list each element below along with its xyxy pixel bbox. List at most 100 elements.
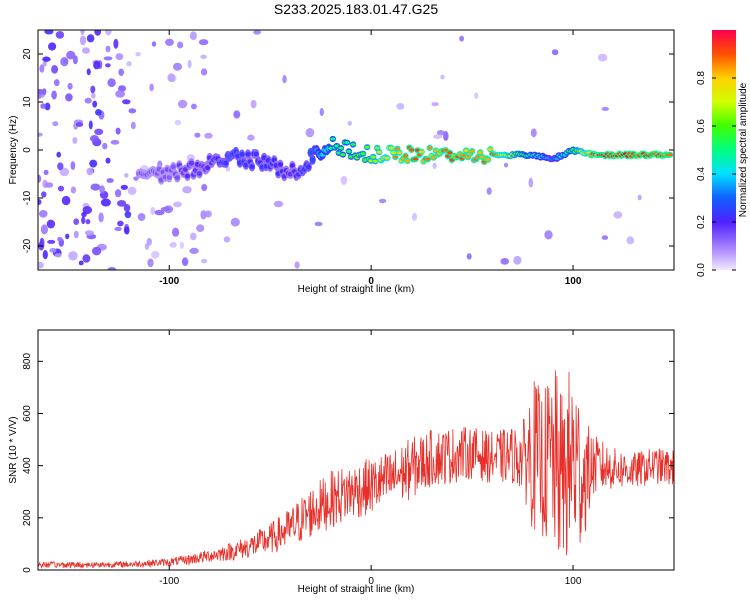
spectrogram-noise-cell xyxy=(110,139,120,145)
spectrogram-noise-cell xyxy=(223,236,231,243)
spectrogram-noise-cell xyxy=(73,218,80,225)
colorbar-label: Normalized spectral amplitude xyxy=(738,82,749,217)
spectrogram-ridge-core xyxy=(396,151,402,155)
spectrogram-ridge-core xyxy=(419,150,425,154)
colorbar: 0.0 0.2 0.4 0.6 0.8 Normalized spectral ampl… xyxy=(696,30,749,277)
spectrogram-ridge-core xyxy=(374,146,380,150)
spectrogram-noise-cell xyxy=(105,63,111,68)
spectrogram-noise-cell xyxy=(436,130,445,136)
spectrogram-noise-cell xyxy=(42,250,48,260)
spectrogram-noise-cell xyxy=(190,103,197,110)
spectrogram-noise-cell xyxy=(95,109,102,116)
spectrogram-noise-cell xyxy=(123,204,131,212)
spectrogram-ridge-core xyxy=(253,151,259,157)
spectrogram-noise-cell xyxy=(626,236,635,245)
spectrogram-noise-cell xyxy=(319,107,324,117)
spectrogram-noise-cell xyxy=(122,99,131,105)
spectrogram-noise-cell xyxy=(201,258,208,264)
spectrogram-ridge-core xyxy=(443,148,449,152)
spectrogram-noise-cell xyxy=(92,246,102,256)
snr-x-tick-label: 0 xyxy=(368,576,374,587)
spectrogram-ridge-core xyxy=(196,171,203,177)
snr-y-tick-label: 200 xyxy=(22,509,33,526)
spectrogram-noise-cell xyxy=(65,93,73,102)
colorbar-tick-label: 0.8 xyxy=(696,71,707,85)
spectrogram-ridge-core xyxy=(370,155,376,159)
spectrogram-noise-cell xyxy=(61,195,71,206)
spectrogram-noise-cell xyxy=(601,235,609,240)
spectrogram-noise-cell xyxy=(160,206,170,212)
spectrogram-noise-cell xyxy=(54,253,62,258)
spectrogram-noise-cell xyxy=(72,137,78,144)
spectrogram-noise-cell xyxy=(49,248,57,253)
spectrogram-ridge-core xyxy=(205,165,211,171)
spectrogram-noise-cell xyxy=(253,30,261,35)
spectrogram-noise-cell xyxy=(86,167,94,176)
spectrogram-noise-cell xyxy=(94,30,102,36)
spectrogram-noise-cell xyxy=(194,132,201,138)
spectrogram-noise-cell xyxy=(57,236,63,242)
spectrogram-noise-cell xyxy=(75,122,84,127)
spectrogram-noise-cell xyxy=(613,211,623,219)
spectrogram-noise-cell xyxy=(100,198,111,207)
spectrogram-y-tick-label: 0 xyxy=(22,147,33,153)
spectrogram-noise-cell xyxy=(127,186,137,196)
colorbar-tick-label: 0.6 xyxy=(696,119,707,133)
spectrogram-ridge-core xyxy=(485,158,491,162)
snr-y-tick-label: 600 xyxy=(22,405,33,422)
spectrogram-noise-cell xyxy=(114,226,122,232)
spectrogram-noise-cell xyxy=(39,64,45,73)
spectrogram-noise-cell xyxy=(431,102,439,107)
spectrogram-noise-cell xyxy=(528,177,534,188)
spectrogram-noise-cell xyxy=(294,261,300,269)
colorbar-gradient xyxy=(712,30,736,270)
spectrogram-noise-cell xyxy=(432,162,437,169)
spectrogram-noise-cell xyxy=(44,30,54,35)
spectrogram-noise-cell xyxy=(165,38,174,46)
spectrogram-noise-cell xyxy=(99,185,105,194)
spectrogram-noise-cell xyxy=(82,206,93,215)
spectrogram-noise-cell xyxy=(200,54,207,59)
spectrogram-noise-cell xyxy=(42,88,47,95)
spectrogram-ridge-core xyxy=(427,146,433,150)
spectrogram-ridge-core xyxy=(182,167,188,172)
spectrogram-noise-cell xyxy=(38,132,43,137)
spectrogram-noise-cell xyxy=(189,247,199,254)
spectrogram-noise-cell xyxy=(167,73,176,82)
spectrogram-noise-cell xyxy=(102,142,108,150)
snr-x-tick-label: 100 xyxy=(565,576,582,587)
spectrogram-noise-cell xyxy=(89,159,98,168)
colorbar-tick-label: 0.0 xyxy=(696,263,707,277)
spectrogram-noise-cell xyxy=(146,237,152,246)
spectrogram-noise-cell xyxy=(82,47,90,54)
spectrogram-noise-cell xyxy=(486,187,492,195)
spectrogram-noise-cell xyxy=(147,258,154,268)
spectrogram-noise-cell xyxy=(98,212,104,223)
spectrogram-ridge-core xyxy=(667,153,673,157)
spectrogram-noise-cell xyxy=(128,108,137,114)
spectrogram-noise-cell xyxy=(230,217,240,227)
spectrogram-noise-cell xyxy=(190,232,197,241)
spectrogram-noise-cell xyxy=(500,258,510,265)
spectrogram-noise-cell xyxy=(115,53,124,61)
chart-title: S233.2025.183.01.47.G25 xyxy=(274,1,438,17)
spectrogram-ridge-core xyxy=(477,150,483,154)
spectrogram-ridge-core xyxy=(384,156,390,160)
spectrogram-ridge-core xyxy=(408,148,415,152)
spectrogram-noise-cell xyxy=(150,207,156,215)
spectrogram-noise-cell xyxy=(149,83,154,92)
spectrogram-noise-cell xyxy=(67,82,73,90)
spectrogram-ridge-core xyxy=(431,156,437,160)
spectrogram-ridge-core xyxy=(425,157,431,161)
spectrogram-noise-cell xyxy=(126,61,132,67)
spectrogram-noise-cell xyxy=(118,68,124,77)
spectrogram-ridge-core xyxy=(402,154,409,158)
spectrogram-noise-cell xyxy=(38,88,44,95)
spectrogram-noise-cell xyxy=(42,60,47,67)
spectrogram-noise-cell xyxy=(282,75,287,84)
spectrogram-noise-cell xyxy=(124,211,132,219)
spectrogram-ridge-core xyxy=(310,157,316,163)
spectrogram-ridge-core xyxy=(360,152,366,156)
spectrogram-ridge-core xyxy=(340,153,346,157)
